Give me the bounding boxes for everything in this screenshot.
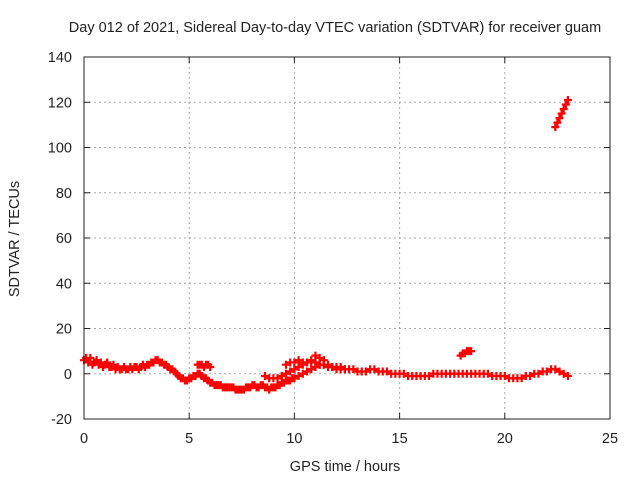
data-point-main-track: [563, 372, 572, 381]
data-point-loop-branch: [281, 360, 290, 369]
data-point-loop-branch: [307, 356, 316, 365]
x-tick-label: 0: [80, 431, 88, 447]
data-point-main-track: [542, 367, 551, 376]
data-point-main-track: [425, 372, 434, 381]
data-point-main-track: [500, 372, 509, 381]
data-point-loop-branch: [273, 374, 282, 383]
data-point-upper-branch-start: [206, 362, 215, 371]
data-point-main-track: [290, 374, 299, 383]
y-tick-label: 20: [56, 322, 72, 338]
data-point-main-track: [534, 369, 543, 378]
data-point-loop-branch: [328, 362, 337, 371]
data-point-main-track: [103, 358, 112, 367]
data-point-loop-branch: [303, 358, 312, 367]
data-point-loop-branch: [260, 372, 269, 381]
data-point-high-outlier-segment: [551, 123, 560, 132]
data-point-main-track: [399, 369, 408, 378]
data-point-loop-branch: [277, 372, 286, 381]
y-tick-label: 140: [48, 50, 72, 66]
y-tick-label: 0: [64, 367, 72, 383]
x-tick-label: 25: [602, 431, 618, 447]
data-point-main-track: [86, 353, 95, 362]
axis-ticks: 0 5 10 15 20 25 -20 0 20 40 60 80 100 120 140: [48, 50, 618, 447]
data-point-main-track: [370, 365, 379, 374]
data-point-high-outlier-segment: [555, 114, 564, 123]
data-point-main-track: [559, 369, 568, 378]
y-tick-label: 40: [56, 276, 72, 292]
data-point-main-track: [303, 367, 312, 376]
data-point-main-track: [555, 367, 564, 376]
data-point-loop-branch: [281, 369, 290, 378]
data-point-loop-branch: [290, 358, 299, 367]
data-point-high-outlier-segment: [557, 109, 566, 118]
data-point-main-track: [349, 365, 358, 374]
data-point-loop-branch: [294, 362, 303, 371]
data-point-high-outlier-segment: [563, 95, 572, 104]
data-point-main-track: [483, 369, 492, 378]
data-point-loop-branch: [315, 353, 324, 362]
data-point-loop-branch: [340, 365, 349, 374]
y-tick-label: 100: [48, 141, 72, 157]
x-tick-label: 5: [185, 431, 193, 447]
x-axis-label: GPS time / hours: [290, 459, 400, 475]
data-points: [80, 95, 572, 394]
data-point-loop-branch: [311, 358, 320, 367]
data-point-main-track: [526, 372, 535, 381]
data-point-high-outlier-segment: [561, 100, 570, 109]
data-point-loop-branch: [290, 365, 299, 374]
data-point-main-track: [551, 365, 560, 374]
data-point-loop-branch: [294, 356, 303, 365]
y-axis-label: SDTVAR / TECUs: [7, 181, 23, 297]
data-point-main-track: [517, 374, 526, 383]
data-point-isolated-segment: [467, 347, 476, 356]
y-tick-label: 120: [48, 95, 72, 111]
data-point-main-track: [361, 367, 370, 376]
data-point-main-track: [307, 365, 316, 374]
data-point-high-outlier-segment: [559, 105, 568, 114]
y-tick-label: 80: [56, 186, 72, 202]
data-point-loop-branch: [319, 356, 328, 365]
chart-title: Day 012 of 2021, Sidereal Day-to-day VTE…: [69, 20, 601, 36]
data-point-main-track: [109, 360, 118, 369]
data-point-main-track: [382, 367, 391, 376]
data-point-loop-branch: [311, 351, 320, 360]
data-point-main-track: [92, 356, 101, 365]
x-tick-label: 20: [497, 431, 513, 447]
data-point-main-track: [298, 369, 307, 378]
x-tick-label: 15: [392, 431, 408, 447]
y-tick-label: -20: [51, 412, 72, 428]
data-point-high-outlier-segment: [553, 118, 562, 127]
x-tick-label: 10: [286, 431, 302, 447]
y-tick-label: 60: [56, 231, 72, 247]
data-point-loop-branch: [286, 367, 295, 376]
data-point-main-track: [294, 372, 303, 381]
